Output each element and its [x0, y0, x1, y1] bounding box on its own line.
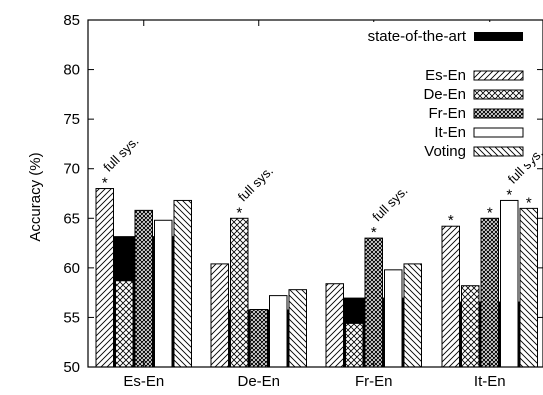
bar-es-en — [325, 283, 344, 368]
legend: state-of-the-art Es-En De-En Fr-En It-En Voti… — [325, 22, 532, 164]
significance-star: * — [448, 212, 454, 229]
legend-swatch-state-of-the-art — [474, 32, 523, 41]
y-axis-label: Accuracy (%) — [27, 152, 44, 241]
full-sys-annotation: full sys. — [100, 133, 141, 174]
bar-de-en — [461, 285, 480, 368]
bar-fr-en — [364, 237, 383, 368]
significance-star: * — [526, 194, 532, 211]
significance-star: * — [506, 186, 512, 203]
significance-star: * — [102, 175, 108, 192]
full-sys-annotation: full sys. — [235, 163, 276, 204]
legend-swatch-fr-en — [473, 108, 524, 119]
legend-swatch-de-en — [473, 89, 524, 100]
legend-label-state-of-the-art: state-of-the-art — [368, 28, 467, 45]
y-tick-label: 55 — [63, 309, 80, 326]
y-tick-label: 60 — [63, 260, 80, 277]
bar-it-en — [500, 199, 519, 368]
x-tick-label: De-En — [237, 373, 280, 390]
legend-swatch-it-en — [473, 127, 524, 138]
legend-label-de-en: De-En — [423, 86, 466, 103]
plot-frame — [87, 19, 543, 368]
bar-it-en — [384, 269, 403, 368]
legend-label-it-en: It-En — [434, 124, 466, 141]
bar-fr-en — [134, 209, 153, 368]
significance-star: * — [487, 204, 493, 221]
legend-label-es-en: Es-En — [425, 67, 466, 84]
significance-star: * — [236, 204, 242, 221]
bar-it-en — [154, 219, 173, 368]
x-tick-label: Es-En — [123, 373, 164, 390]
significance-star: * — [371, 224, 377, 241]
legend-label-fr-en: Fr-En — [429, 105, 467, 122]
bar-fr-en — [249, 308, 268, 368]
y-tick-label: 75 — [63, 111, 80, 128]
bar-it-en — [269, 295, 288, 368]
y-tick-label: 50 — [63, 359, 80, 376]
x-tick-label: It-En — [474, 373, 506, 390]
bar-es-en — [95, 188, 114, 368]
bar-es-en — [441, 225, 460, 368]
bar-es-en — [210, 263, 229, 368]
y-tick-label: 65 — [63, 210, 80, 227]
y-tick-label: 85 — [63, 12, 80, 29]
full-sys-annotation: full sys. — [369, 183, 410, 224]
bars-layer — [95, 188, 538, 368]
bar-de-en — [230, 217, 249, 368]
bar-fr-en — [480, 217, 499, 368]
bar-de-en — [115, 280, 134, 368]
bar-de-en — [345, 322, 364, 368]
y-tick-label: 80 — [63, 62, 80, 79]
x-tick-label: Fr-En — [355, 373, 393, 390]
legend-label-voting: Voting — [424, 143, 466, 160]
y-tick-label: 70 — [63, 161, 80, 178]
bar-voting — [173, 199, 192, 368]
legend-swatch-es-en — [473, 70, 524, 81]
bar-voting — [288, 289, 307, 368]
bar-voting — [403, 263, 422, 368]
ticks-layer: 50 55 60 65 70 75 80 85 Es-En De-En Fr-En It-En — [63, 12, 543, 390]
legend-swatch-voting — [473, 146, 524, 157]
bar-voting — [519, 207, 538, 368]
